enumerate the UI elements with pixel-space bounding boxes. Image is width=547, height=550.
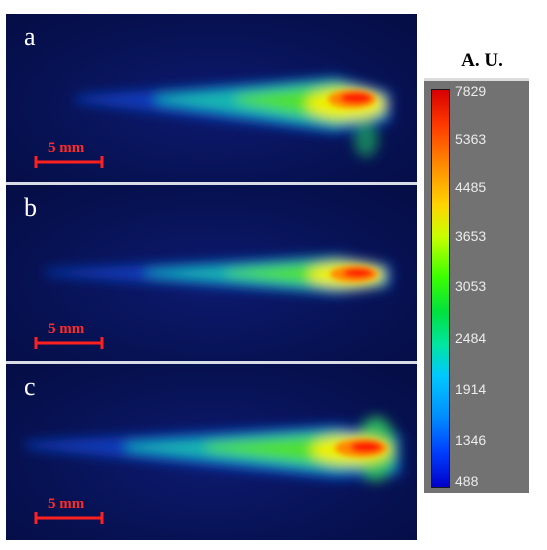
plume-image-b [46,255,391,295]
panel-label: c [24,372,36,401]
scale-bar-label: 5 mm [48,140,85,156]
colorbar-tick: 7829 [455,83,487,99]
plume-image-c [26,417,401,481]
panel-label: a [24,22,36,51]
colorbar-title: A. U. [461,50,503,71]
scale-bar-label: 5 mm [48,496,85,512]
panel-divider [6,182,417,185]
colorbar-tick: 2484 [455,330,487,346]
image-panel-b: b 5 mm [6,185,417,361]
image-panel-c: c 5 mm [6,364,417,540]
panel-label: b [24,193,37,222]
scale-bar-line [34,512,104,524]
colorbar-tick: 1914 [455,381,487,397]
colorbar-gradient [431,89,450,488]
colorbar-tick: 5363 [455,131,487,147]
scale-bar-line [34,337,104,349]
panel-divider [6,361,417,364]
colorbar-tick: 3053 [455,278,487,294]
colorbar-tick: 488 [455,473,479,489]
scale-bar-line [34,156,104,168]
colorbar: 7829 5363 4485 3653 3053 2484 1914 1346 … [424,78,529,493]
colorbar-tick: 1346 [455,432,487,448]
scale-bar-label: 5 mm [48,321,85,337]
plume-image-a [76,76,391,157]
colorbar-tick: 4485 [455,179,487,195]
image-panel-a: a 5 mm [6,14,417,182]
colorbar-tick: 3653 [455,228,487,244]
